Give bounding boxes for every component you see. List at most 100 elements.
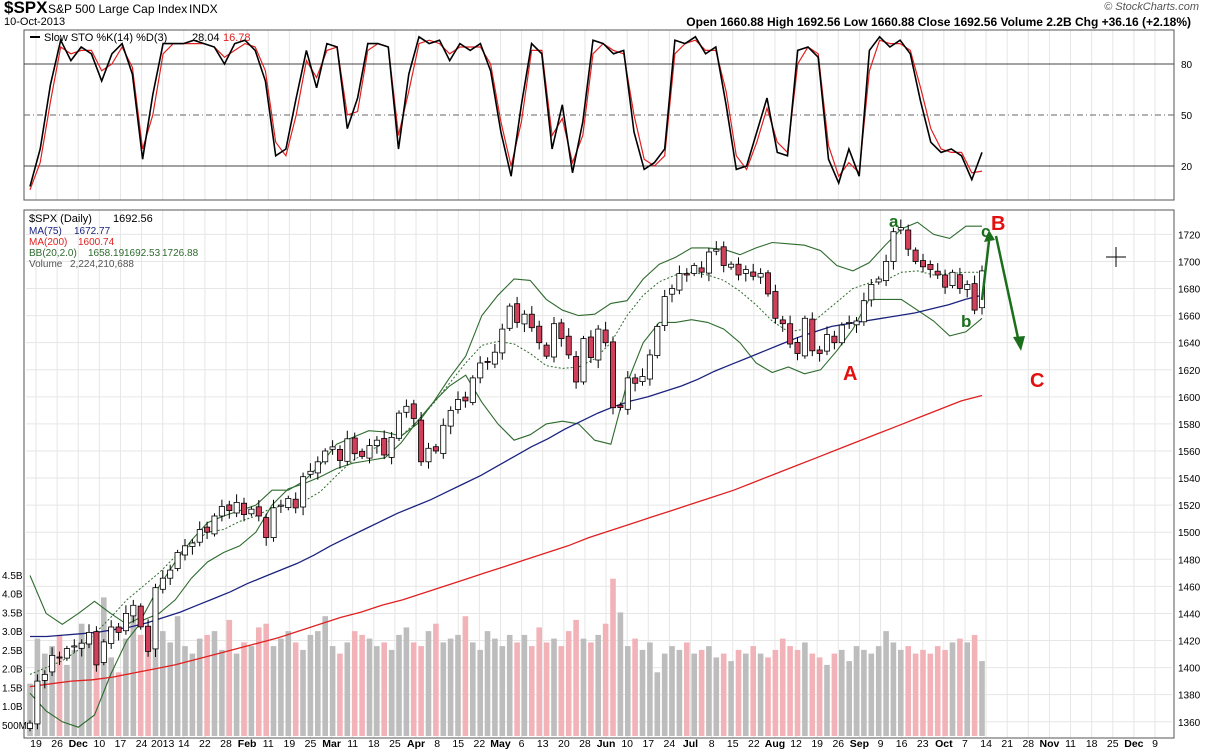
x-tick-label: 26	[51, 738, 63, 749]
x-tick-label: 9	[878, 738, 884, 749]
volume-bar	[233, 653, 240, 736]
candle-body	[661, 296, 668, 327]
candle-body	[381, 438, 388, 456]
candle-body	[462, 396, 469, 402]
candle-body	[366, 445, 373, 459]
x-tick-label: 19	[284, 738, 296, 749]
volume-bar	[735, 649, 742, 736]
candle-body	[669, 288, 676, 295]
arrow-up-c	[980, 230, 995, 301]
volume-bar	[698, 649, 705, 736]
volume-bar	[765, 657, 771, 736]
x-tick-label: Jun	[597, 738, 616, 749]
price-tick-label: 1420	[1178, 637, 1201, 648]
candle-body	[831, 335, 838, 344]
x-tick-label: 20	[558, 738, 570, 749]
symbol: $SPX	[4, 0, 48, 17]
sto-k-value: 28.04	[192, 32, 220, 44]
x-tick-label: 17	[642, 738, 654, 749]
x-tick-label: 8	[434, 738, 440, 749]
candle-body	[159, 577, 166, 590]
candle-body	[683, 273, 690, 276]
sto-d-value: 16.78	[223, 32, 251, 44]
candle-body	[742, 269, 749, 274]
volume-bar	[639, 649, 646, 736]
volume-bar	[381, 642, 387, 736]
bb-mid-line	[29, 270, 982, 675]
candle-body	[218, 506, 225, 517]
volume-bar	[846, 661, 852, 736]
candle-body	[469, 377, 476, 403]
x-tick-label: 24	[664, 738, 676, 749]
volume-bar	[691, 653, 697, 736]
candle-body	[300, 476, 307, 508]
candle-body	[824, 334, 831, 352]
candle-body	[248, 508, 255, 515]
price-tick-label: 1440	[1178, 609, 1201, 620]
candle-body	[499, 328, 506, 354]
price-tick-label: 1600	[1178, 393, 1201, 404]
volume-bar	[71, 649, 78, 736]
x-tick-label: 16	[896, 738, 908, 749]
volume-bar	[270, 646, 277, 736]
candle-body	[432, 446, 439, 452]
crosshair	[1106, 247, 1126, 267]
candle-body	[706, 251, 713, 274]
price-tick-label: 1680	[1178, 285, 1201, 296]
volume-bar	[543, 642, 550, 736]
volume-bar	[300, 649, 306, 736]
ma75-line	[30, 294, 983, 638]
volume-bar	[329, 646, 336, 736]
volume-tick-label: 1.5B	[2, 683, 23, 694]
volume-bar	[366, 638, 373, 736]
x-tick-label: 11	[347, 738, 358, 749]
volume-bar	[344, 642, 351, 736]
volume-bar	[130, 616, 137, 736]
x-tick-label: 12	[790, 738, 802, 749]
price-panel: 500M 1.0B 1.5B 2.0B 2.5B 3.0B 3.5B 4.0B 4.5B 136…	[2, 209, 1201, 739]
candle-body	[189, 542, 196, 547]
candle-body	[26, 722, 33, 729]
volume-bar	[167, 642, 173, 736]
x-tick-label: Nov	[1040, 738, 1060, 749]
volume-bar	[492, 638, 498, 736]
volume-bar	[558, 646, 565, 736]
candle-body	[573, 356, 580, 383]
volume-bar	[529, 646, 535, 736]
x-tick-label: 11	[263, 738, 274, 749]
candle-body	[897, 227, 904, 231]
candle-body	[912, 249, 919, 262]
x-tick-label: 6	[519, 738, 525, 749]
volume-bar	[160, 631, 166, 736]
candle-body	[447, 409, 454, 427]
sto-d-line	[29, 39, 983, 191]
price-tick-label: 1400	[1178, 664, 1201, 675]
candle-body	[174, 552, 181, 569]
volume-bar	[447, 638, 454, 736]
candle-body	[145, 625, 152, 652]
wave-A-label: A	[843, 363, 857, 385]
candle-body	[521, 313, 528, 325]
volume-bar	[470, 642, 476, 736]
volume-bars	[27, 578, 985, 736]
volume-bar	[905, 646, 911, 736]
volume-bar	[410, 642, 417, 736]
candle-body	[130, 604, 137, 617]
candle-body	[100, 641, 107, 663]
volume-bar	[942, 649, 948, 736]
candle-body	[196, 529, 203, 543]
exchange: INDX	[189, 2, 218, 16]
candle-body	[610, 341, 617, 409]
legend-symbol: $SPX (Daily)	[29, 213, 92, 225]
volume-bar	[979, 661, 985, 736]
volume-bar	[359, 634, 365, 736]
candle-body	[558, 322, 565, 339]
candle-body	[543, 344, 550, 357]
candle-body	[772, 291, 779, 319]
legend-last: 1692.56	[113, 213, 153, 225]
volume-bar	[211, 631, 218, 736]
volume-bar	[617, 612, 624, 736]
x-tick-label: Dec	[1124, 738, 1143, 749]
candle-body	[949, 271, 956, 286]
candle-body	[765, 272, 772, 295]
